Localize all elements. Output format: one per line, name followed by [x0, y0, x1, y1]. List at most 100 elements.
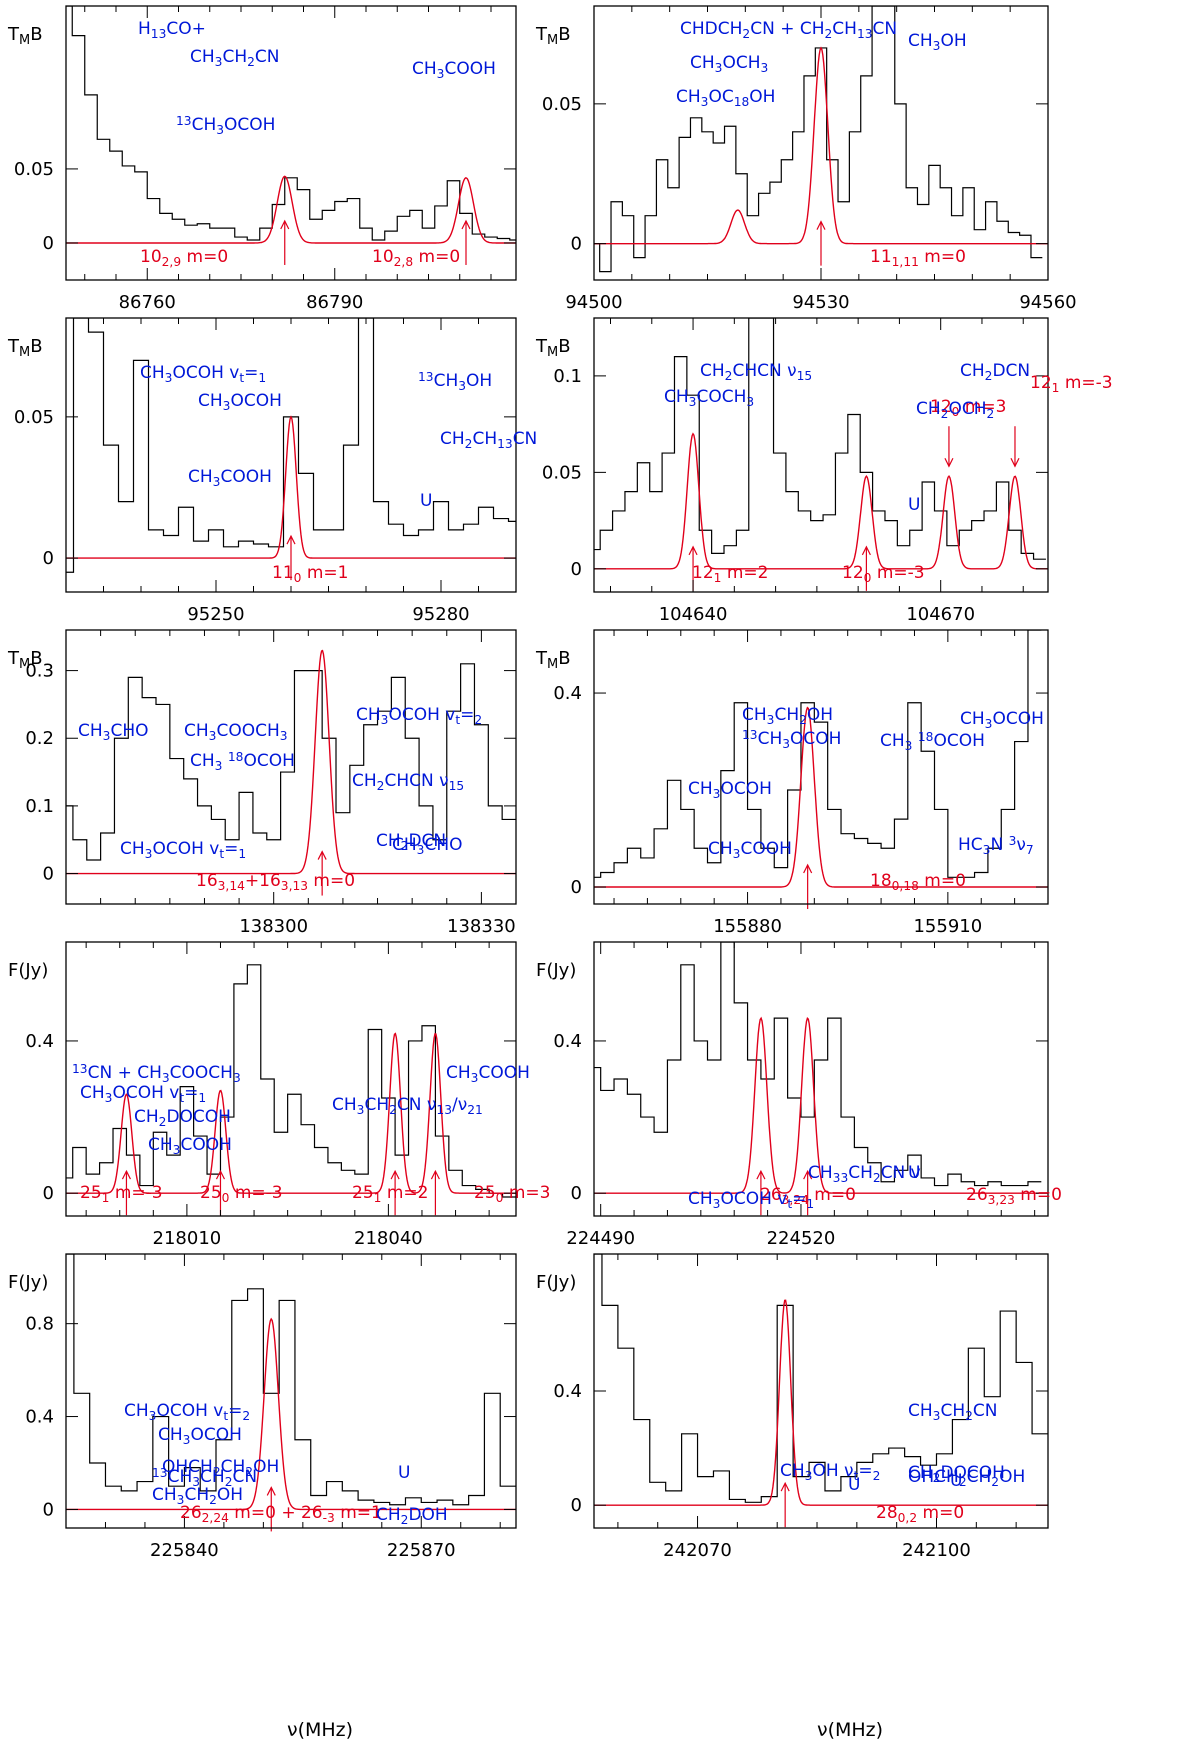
model-spectrum [594, 706, 1048, 888]
marker-arrowhead [266, 1486, 276, 1496]
y-axis-label: TMB [7, 24, 43, 48]
molecule-annotation: CH3OH [908, 31, 967, 53]
transition-label: 102,8 m=0 [372, 247, 460, 269]
plot-area [66, 318, 516, 573]
molecule-annotation: CH2CHCN ν15 [700, 361, 812, 383]
molecule-annotation: U [398, 1463, 410, 1483]
observed-spectrum [66, 6, 516, 241]
plot-area [594, 942, 1048, 1194]
molecule-annotation: U [908, 495, 920, 515]
transition-label: 121 m=2 [692, 563, 768, 585]
molecule-annotation: U [848, 1475, 860, 1495]
y-axis-label: F(Jy) [8, 1272, 48, 1293]
model-spectrum [66, 649, 516, 875]
observed-spectrum [66, 964, 516, 1198]
spectrum-panel: 155880 155910 0 0.4 TMB [535, 629, 1049, 937]
model-spectrum [594, 1016, 1048, 1194]
plot-area [594, 630, 1048, 888]
model-spectrum [594, 46, 1048, 245]
transition-label: 111,11 m=0 [870, 247, 966, 269]
molecule-annotation: CH2DCN [960, 361, 1030, 383]
molecule-annotation: CH3OCOH [158, 1425, 242, 1447]
molecule-annotation: CH3COCH3 [664, 387, 754, 409]
molecule-annotation: OHCH2CH2OH [908, 1467, 1025, 1489]
molecule-annotation: CHDCH2CN + CH2CH13CN [680, 19, 897, 41]
x-tick-label: 138300 [239, 916, 308, 937]
molecule-annotation: U [950, 1471, 962, 1491]
x-tick-label: 225870 [387, 1540, 456, 1561]
y-tick-label: 0.4 [553, 1381, 582, 1402]
observed-spectrum [66, 1254, 516, 1506]
panel-frame [593, 629, 1049, 905]
plot-area [66, 649, 516, 875]
marker-arrowhead [688, 545, 698, 556]
molecule-annotation: CH3 18OCOH [190, 750, 295, 772]
molecule-annotation: CH33CH2CN v [808, 1163, 921, 1185]
observed-spectrum [66, 318, 516, 573]
molecule-annotation: CH2DOCOH [134, 1107, 231, 1129]
y-tick-label: 0 [43, 864, 54, 885]
molecule-annotation: CH2CHCN ν15 [352, 771, 464, 793]
x-tick-label: 242070 [663, 1540, 732, 1561]
marker-arrowhead [390, 1169, 400, 1180]
y-axis-label: TMB [535, 648, 571, 672]
panel-frame [65, 5, 517, 281]
molecule-annotation: 13CN + CH3COOCH3 [72, 1062, 241, 1084]
transition-label: 121 m=-3 [1030, 373, 1113, 395]
spectrum-panel: 218010 218040 0 0.4 F(Jy) [8, 941, 517, 1249]
x-tick-label: 95280 [412, 604, 469, 625]
marker-arrowhead [780, 1481, 790, 1492]
molecule-annotation: CH3OCOH vt=1 [140, 363, 266, 385]
molecule-annotation: CH3CH2OH [742, 705, 833, 727]
model-spectrum [66, 415, 516, 559]
molecule-annotation: CH3OCOH [198, 391, 282, 413]
model-spectrum [66, 175, 516, 244]
molecule-annotation: CH3CH2CN [190, 47, 280, 69]
x-tick-label: 225840 [150, 1540, 219, 1561]
transition-label: 120 m=-3 [842, 563, 925, 585]
marker-arrowhead [816, 220, 826, 230]
molecule-annotation: CH3COOH [188, 467, 272, 489]
x-tick-label: 242100 [902, 1540, 971, 1561]
molecule-annotation: 13CH3OH [418, 370, 492, 392]
spectrum-panel: 95250 95280 0 0.05 TMB [7, 317, 517, 625]
molecule-annotation: CH3COOH [148, 1135, 232, 1157]
molecule-annotation: CH3 18OCOH [880, 730, 985, 752]
x-tick-label: 224490 [566, 1228, 635, 1249]
x-tick-label: 155910 [913, 916, 982, 937]
x-tick-label: 94560 [1019, 292, 1076, 313]
molecule-annotation: CH2CH13CN [440, 429, 537, 451]
y-tick-label: 0.2 [25, 728, 54, 749]
plot-area [66, 1254, 516, 1511]
marker-arrowhead [461, 219, 471, 230]
marker-arrowhead [944, 457, 954, 468]
y-tick-label: 0 [571, 1495, 582, 1516]
marker-arrowhead [803, 1169, 813, 1180]
y-tick-label: 0 [571, 559, 582, 580]
model-spectrum [594, 432, 1048, 570]
x-axis-label: ν(MHz) [817, 1719, 883, 1741]
molecule-annotation: 13CH3CH2CN [152, 1466, 257, 1488]
molecule-annotation: CH3OCOH vt=1 [80, 1083, 206, 1105]
plot-area [594, 318, 1048, 570]
y-tick-label: 0 [43, 233, 54, 254]
molecule-annotation: CH3CH2OH [152, 1485, 243, 1507]
x-tick-label: 94530 [792, 292, 849, 313]
x-tick-label: 218010 [153, 1228, 222, 1249]
plot-area [66, 6, 516, 244]
marker-arrowhead [121, 1169, 131, 1180]
model-spectrum [66, 1317, 516, 1511]
y-axis-label: TMB [7, 336, 43, 360]
molecule-annotation: CH2DOH [376, 1505, 448, 1527]
plot-area [594, 6, 1048, 273]
x-tick-label: 95250 [187, 604, 244, 625]
molecule-annotation: CH3OCOH vt=2 [124, 1401, 250, 1423]
y-axis-label: TMB [7, 648, 43, 672]
x-axis-label: ν(MHz) [287, 1719, 353, 1741]
y-tick-label: 0.05 [14, 407, 54, 428]
spectrum-panel: 104640 104670 0 0.05 0.1 TMB [535, 317, 1049, 625]
molecule-annotation: CH3OCOH vt=1 [688, 1189, 814, 1211]
y-axis-label: TMB [535, 336, 571, 360]
spectrum-panel: 225840 225870 0 0.4 0.8 F(Jy) [8, 1253, 517, 1561]
